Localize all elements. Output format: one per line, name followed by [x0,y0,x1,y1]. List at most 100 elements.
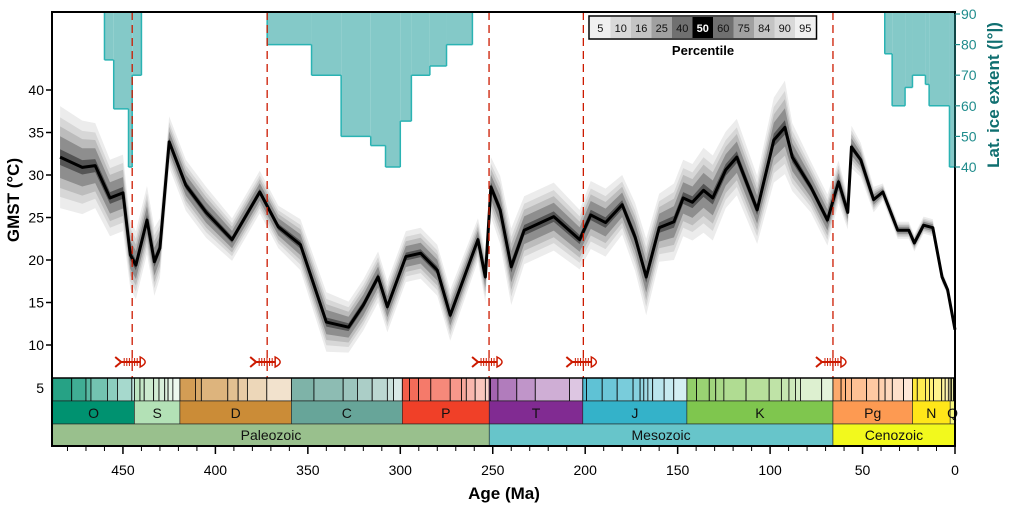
stage-box [929,377,934,402]
stage-box [663,377,675,402]
stage-box [708,377,717,402]
stage-box [673,377,688,402]
y2-tick-label: 80 [961,37,977,53]
stage-box [313,377,344,402]
stage-box [832,377,842,402]
stage-box [153,377,160,402]
x-tick-label: 200 [574,462,598,478]
stage-box [90,377,108,402]
stage-box [401,377,410,402]
stage-box [643,377,649,402]
stage-box [371,377,388,402]
legend-percentile-label: 50 [697,23,709,35]
stage-box [167,377,174,402]
period-label: O [88,405,99,421]
stage-box [925,377,930,402]
legend-percentile-label: 75 [738,23,750,35]
legend-swatch [754,17,775,38]
legend-swatch [733,17,754,38]
stage-box [941,377,946,402]
legend-percentile-label: 60 [717,23,729,35]
period-label: S [152,405,161,421]
stage-box [933,377,943,402]
legend-percentile-label: 5 [597,23,603,35]
x-tick-label: 0 [951,462,959,478]
y-tick-label: 25 [28,210,44,226]
stage-box [652,377,665,402]
period-label: Q [947,405,958,421]
stage-box [246,377,268,402]
legend-swatch [692,17,713,38]
stage-box [780,377,790,402]
x-tick-label: 250 [481,462,505,478]
legend-swatch [774,17,795,38]
stage-box [866,377,880,402]
stage-box [745,377,770,402]
stage-box [449,377,462,402]
stage-box [430,377,451,402]
ice-extent-step [132,12,142,76]
y2-axis-title: Lat. ice extent (|°|) [984,22,1003,168]
y2-tick-label: 50 [961,128,977,144]
stage-box [845,377,852,402]
stage-box [912,377,918,402]
percentile-bands [59,80,957,353]
ice-extent-step [370,12,386,146]
stage-box [586,377,603,402]
y-tick-label: 30 [28,167,44,183]
ice-extent-step [341,12,371,137]
era-label: Cenozoic [865,427,923,443]
stage-box [409,377,420,402]
stage-box [461,377,467,402]
period-label: J [631,405,638,421]
ice-extent-step [104,12,114,60]
stage-box [357,377,373,402]
period-label: P [441,405,450,421]
stage-box [884,377,893,402]
ice-extent-step [113,12,129,109]
legend-percentile-label: 84 [758,23,770,35]
legend-percentile-label: 16 [635,23,647,35]
legend-swatch [590,17,611,38]
x-tick-label: 400 [204,462,228,478]
ice-extent-step [446,12,473,45]
stage-box [601,377,618,402]
ice-extent-step [949,12,955,167]
x-tick-label: 150 [666,462,690,478]
fish-skeleton-icon [471,355,503,369]
legend-swatch [651,17,672,38]
stage-box [582,377,587,402]
ice-extent-step [400,12,412,122]
legend-swatch [713,17,734,38]
ice-extent-step [892,12,906,106]
ice-extent-step [912,12,926,76]
fish-head [840,355,847,369]
stage-box [139,377,145,402]
legend-title: Percentile [672,43,734,58]
stage-box [52,377,73,402]
stage-box [290,377,315,402]
stage-box [484,377,490,402]
stage-box [200,377,229,402]
stage-box [715,377,725,402]
fish-head [274,355,281,369]
stage-box [393,377,403,402]
stage-box [788,377,796,402]
stage-box [266,377,292,402]
stage-box [696,377,710,402]
stage-box [686,377,697,402]
fish-head [496,355,503,369]
stage-box [465,377,476,402]
stage-box [227,377,239,402]
stage-box [117,377,133,402]
stage-box [179,377,196,402]
x-tick-label: 300 [389,462,413,478]
stage-box [840,377,846,402]
stage-box [164,377,169,402]
legend-percentile-label: 40 [676,23,688,35]
stage-box [158,377,166,402]
legend-percentile-label: 10 [615,23,627,35]
y-tick-label: 20 [28,252,44,268]
stage-box [342,377,358,402]
era-label: Paleozoic [241,427,302,443]
